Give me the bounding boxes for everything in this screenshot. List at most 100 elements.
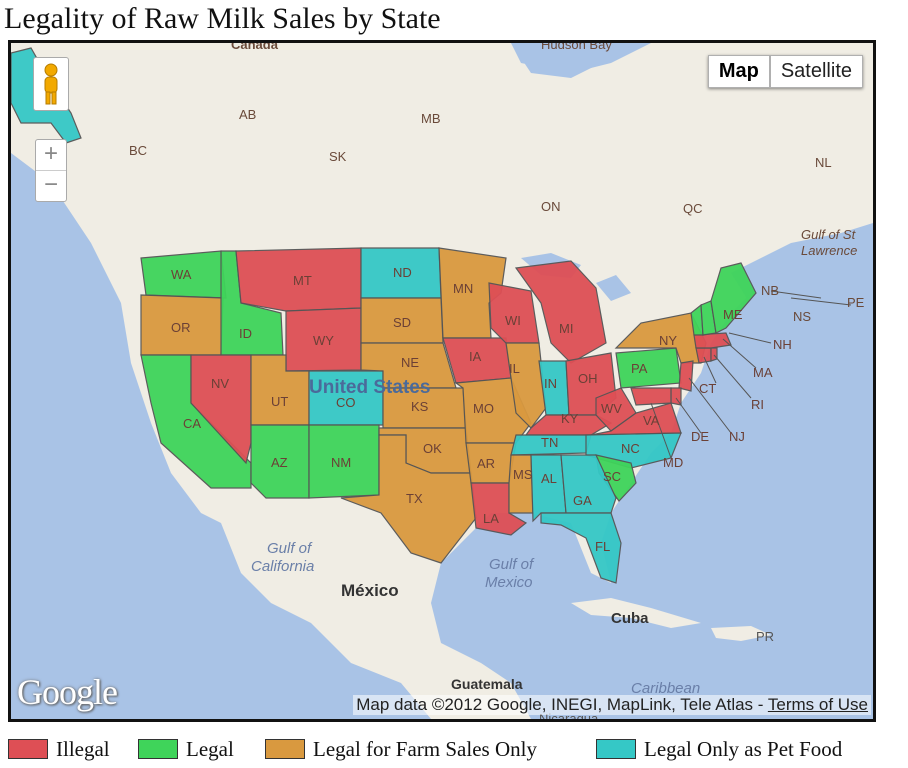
- legend-swatch-legal: [138, 739, 178, 759]
- state-label-tx: TX: [406, 491, 423, 506]
- state-ct[interactable]: [695, 347, 712, 364]
- label-gulf-mexico-1: Gulf of: [489, 556, 535, 573]
- state-nj[interactable]: [678, 360, 694, 392]
- state-label-wi: WI: [505, 313, 521, 328]
- state-label-ne: NE: [401, 355, 419, 370]
- label-qc: QC: [683, 201, 703, 216]
- state-label-nd: ND: [393, 265, 412, 280]
- state-label-ks: KS: [411, 399, 429, 414]
- state-label-in: IN: [544, 376, 557, 391]
- map-legend: Illegal Legal Legal for Farm Sales Only …: [8, 732, 908, 768]
- label-guatemala: Guatemala: [451, 676, 523, 692]
- legend-swatch-pet: [596, 739, 636, 759]
- state-label-ut: UT: [271, 394, 288, 409]
- legend-label-legal: Legal: [186, 736, 234, 761]
- label-ab: AB: [239, 107, 256, 122]
- state-label-mt: MT: [293, 273, 312, 288]
- state-ms[interactable]: [508, 454, 534, 514]
- state-fl[interactable]: [540, 512, 622, 584]
- map-canvas[interactable]: Canada Hudson Bay AB BC MB SK ON QC NL N…: [8, 40, 876, 722]
- hudson-bay-water: [511, 43, 611, 78]
- state-label-nm: NM: [331, 455, 351, 470]
- state-label-sd: SD: [393, 315, 411, 330]
- state-label-wy: WY: [313, 333, 334, 348]
- state-label-tn: TN: [541, 435, 558, 450]
- legend-item-legal: Legal: [138, 736, 234, 762]
- legend-swatch-farm: [265, 739, 305, 759]
- state-label-mi: MI: [559, 321, 573, 336]
- state-mi[interactable]: [514, 260, 607, 364]
- state-label-pa: PA: [631, 361, 648, 376]
- state-ga[interactable]: [560, 454, 617, 514]
- pegman-icon: [44, 63, 58, 105]
- state-label-ma: MA: [753, 365, 773, 380]
- map-type-satellite-button[interactable]: Satellite: [769, 55, 863, 88]
- label-nb: NB: [761, 283, 779, 298]
- state-label-me: ME: [723, 307, 743, 322]
- label-caribbean: Caribbean: [631, 680, 700, 697]
- state-label-al: AL: [541, 471, 557, 486]
- state-me[interactable]: [710, 262, 757, 334]
- state-label-mo: MO: [473, 401, 494, 416]
- state-pa[interactable]: [615, 347, 682, 389]
- map-type-map-button[interactable]: Map: [707, 55, 770, 88]
- zoom-in-button[interactable]: +: [43, 140, 58, 167]
- state-label-ca: CA: [183, 416, 201, 431]
- state-labels: WA OR CA ID NV MT WY UT CO AZ NM ND SD N…: [171, 265, 792, 554]
- state-label-ct: CT: [699, 381, 716, 396]
- hispaniola-land: [711, 626, 771, 641]
- state-label-id: ID: [239, 326, 252, 341]
- state-label-de: DE: [691, 429, 709, 444]
- state-md[interactable]: [630, 387, 672, 406]
- cuba-land: [571, 598, 701, 628]
- zoom-out-button[interactable]: −: [36, 170, 66, 201]
- label-nicaragua: Nicaragua: [539, 711, 599, 719]
- label-hudson-bay: Hudson Bay: [541, 43, 612, 52]
- label-pr: PR: [756, 629, 774, 644]
- state-tx[interactable]: [340, 434, 477, 564]
- label-sk: SK: [329, 149, 347, 164]
- label-gulf-st-lawrence-1: Gulf of St: [801, 227, 857, 242]
- label-mexico: México: [341, 581, 399, 600]
- label-gulf-st-lawrence-2: Lawrence: [801, 243, 857, 258]
- state-label-fl: FL: [595, 539, 610, 554]
- state-label-ga: GA: [573, 493, 592, 508]
- state-label-ar: AR: [477, 456, 495, 471]
- legend-item-illegal: Illegal: [8, 736, 110, 762]
- map-svg[interactable]: Canada Hudson Bay AB BC MB SK ON QC NL N…: [11, 43, 873, 719]
- state-label-wa: WA: [171, 267, 192, 282]
- state-label-il: IL: [509, 361, 520, 376]
- state-label-sc: SC: [603, 469, 621, 484]
- label-united-states: United States: [309, 377, 430, 398]
- state-label-mn: MN: [453, 281, 473, 296]
- state-label-ri: RI: [751, 397, 764, 412]
- state-label-az: AZ: [271, 455, 288, 470]
- terms-of-use-link[interactable]: Terms of Use: [767, 695, 868, 714]
- state-label-ky: KY: [561, 411, 579, 426]
- label-pe: PE: [847, 295, 865, 310]
- st-lawrence-water: [731, 223, 873, 305]
- state-ma[interactable]: [693, 332, 732, 349]
- state-label-la: LA: [483, 511, 499, 526]
- state-label-co: CO: [336, 395, 356, 410]
- label-gulf-california-2: California: [251, 558, 314, 575]
- state-nv[interactable]: [190, 354, 252, 465]
- label-ns: NS: [793, 309, 811, 324]
- state-ri[interactable]: [710, 347, 718, 362]
- state-label-md: MD: [663, 455, 683, 470]
- legend-label-illegal: Illegal: [56, 736, 110, 761]
- map-type-control: Map Satellite: [707, 55, 863, 88]
- state-az[interactable]: [250, 424, 310, 499]
- state-label-oh: OH: [578, 371, 598, 386]
- label-bc: BC: [129, 143, 147, 158]
- page-title: Legality of Raw Milk Sales by State: [4, 2, 441, 35]
- label-gulf-mexico-2: Mexico: [485, 574, 533, 591]
- state-il[interactable]: [505, 342, 547, 429]
- map-attribution: Map data ©2012 Google, INEGI, MapLink, T…: [353, 695, 871, 715]
- state-label-va: VA: [643, 413, 660, 428]
- state-label-nc: NC: [621, 441, 640, 456]
- attribution-text: Map data ©2012 Google, INEGI, MapLink, T…: [356, 695, 768, 714]
- street-view-pegman[interactable]: [33, 57, 69, 111]
- legend-label-farm: Legal for Farm Sales Only: [313, 736, 537, 761]
- state-al[interactable]: [530, 454, 567, 523]
